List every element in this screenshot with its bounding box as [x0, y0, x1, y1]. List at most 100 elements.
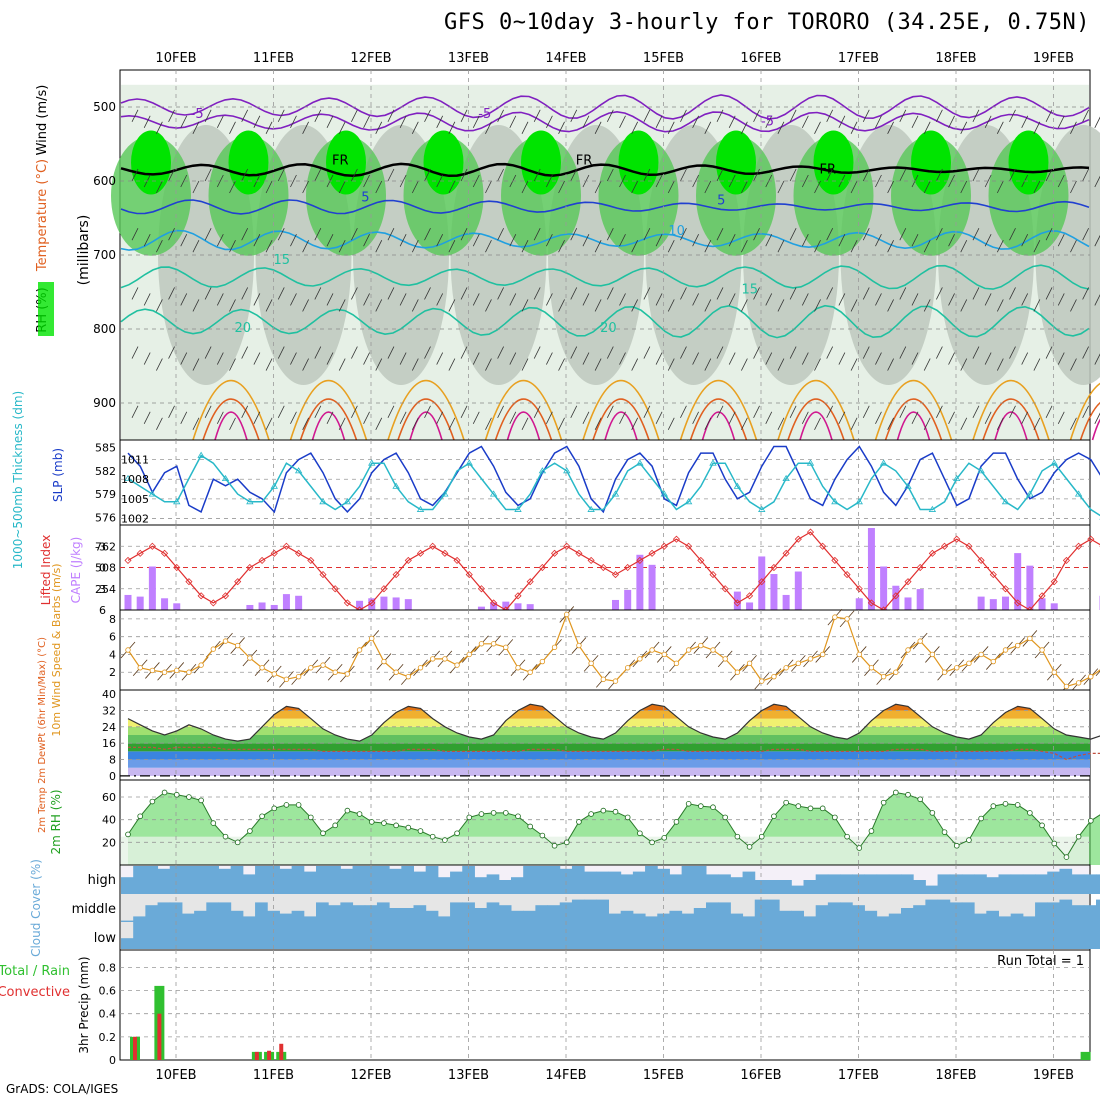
wind-barb: [424, 228, 431, 241]
wind-barb: [741, 299, 748, 312]
wind-barb: [667, 299, 675, 312]
cloud-cell: [754, 880, 768, 894]
wind-barb: [789, 287, 797, 300]
temperature-contour: [120, 110, 1090, 133]
cloud-cell: [596, 871, 609, 894]
rh2m-point: [637, 830, 643, 837]
wind-barb: [216, 352, 224, 365]
wind-barb: [680, 109, 687, 122]
cloud-cell: [766, 899, 780, 922]
cloud-cell: [267, 866, 280, 894]
rh2m-point: [588, 811, 594, 817]
lifted-index-point: [1075, 542, 1083, 550]
wind-speed-point: [734, 669, 741, 675]
cloud-cell: [1096, 899, 1100, 922]
rh2m-point: [381, 820, 387, 826]
cloud-cell: [401, 908, 414, 922]
wind-barb: [472, 174, 480, 188]
lifted-index-point: [490, 599, 498, 607]
cape-tick-label: 762: [95, 540, 116, 553]
rh2m-point: [478, 811, 485, 817]
surface-temp-arch: [409, 411, 443, 441]
wind-barb: [1082, 346, 1089, 359]
thickness-point: [538, 467, 547, 474]
wind-barb: [996, 240, 1004, 253]
cape-bar: [368, 598, 376, 610]
precip-conv-bar: [157, 1013, 162, 1060]
cloud-cell: [437, 916, 451, 922]
cape-tick-label: 508: [95, 562, 116, 575]
wind-barb: [1009, 168, 1016, 182]
cloud-cell: [133, 866, 146, 894]
wind-speed-point: [783, 665, 789, 671]
cloud-cell: [864, 922, 878, 949]
wind-barb: [326, 411, 334, 424]
thickness-point: [953, 474, 961, 482]
slp-tick-label: 1011: [121, 454, 149, 467]
cloud-cell: [645, 916, 658, 922]
wind-barb: [558, 180, 565, 194]
cloud-cell: [1096, 922, 1100, 949]
precip-tick-label: 0.4: [99, 1008, 117, 1021]
rh2m-point: [856, 845, 863, 851]
legend-wind: Wind (m/s): [35, 85, 50, 156]
lifted-index-point: [160, 549, 169, 557]
thickness-point: [441, 490, 449, 497]
wind-barb: [485, 299, 492, 312]
lifted-index-point: [794, 535, 802, 543]
wind-barb: [533, 405, 541, 418]
wind-barb: [290, 115, 297, 128]
lifted-index-point: [648, 549, 656, 557]
wind-barb: [290, 411, 297, 424]
thickness-point: [1074, 490, 1083, 497]
wind-barb: [265, 299, 273, 312]
lifted-index-point: [148, 542, 156, 550]
wind-barb: [168, 228, 175, 241]
wind-barb: [241, 346, 249, 359]
wind-barb: [801, 174, 809, 188]
wind-barb: [631, 299, 639, 312]
rh2m-point: [393, 822, 399, 829]
date-label-bottom: 16FEB: [740, 1068, 781, 1083]
rh2m-point: [551, 842, 558, 849]
wind-barb: [789, 405, 797, 418]
rh2m-point: [673, 819, 680, 825]
cloud-cell: [450, 902, 463, 922]
lifted-index-point: [404, 556, 412, 564]
chart-title: GFS 0~10day 3-hourly for TORORO (34.25E,…: [443, 10, 1090, 35]
rh2m-point: [454, 830, 460, 837]
cloud-cell: [888, 874, 902, 894]
wind-barb: [680, 346, 687, 359]
wind-barb: [619, 115, 626, 128]
cross-section-layer: 500 600 700 800 900 -5 -5 -5 FR FR FR 5 5 10 15 15 20 20: [93, 70, 1100, 441]
wind-tick-label: 6: [109, 631, 116, 644]
wind-barb: [923, 180, 931, 194]
wind-barb: [533, 287, 541, 300]
date-label-top: 17FEB: [838, 51, 879, 66]
surface-temp-arch: [679, 379, 758, 441]
wind-barb: [1033, 240, 1041, 253]
cloud-ylabel: Cloud Cover (%): [29, 859, 43, 957]
wind-barb: [826, 346, 834, 359]
wind-barb: [850, 299, 858, 312]
rh2m-point: [356, 811, 363, 817]
cloud-cell: [401, 866, 414, 894]
wind-barb: [753, 346, 760, 359]
rh2m-point: [771, 813, 777, 820]
surface-temp-arch: [787, 398, 845, 441]
wind-barb: [680, 287, 687, 300]
rh2m-point: [429, 833, 436, 840]
cloud-cell: [681, 866, 695, 894]
precip-ylabel: 3hr Precip (mm): [77, 956, 91, 1053]
date-label-top: 15FEB: [643, 51, 684, 66]
cloud-cell: [913, 922, 926, 949]
wind-barb: [728, 352, 736, 365]
cloud-cell: [669, 874, 683, 894]
thickness-point: [611, 490, 620, 497]
wind-speed-point: [649, 647, 655, 653]
wind-barb: [192, 121, 200, 134]
lifted-index-point: [685, 542, 693, 550]
temp-color-band: [128, 767, 1090, 776]
slp-tick-label: 1005: [121, 493, 149, 506]
lifted-index-point: [965, 542, 973, 550]
